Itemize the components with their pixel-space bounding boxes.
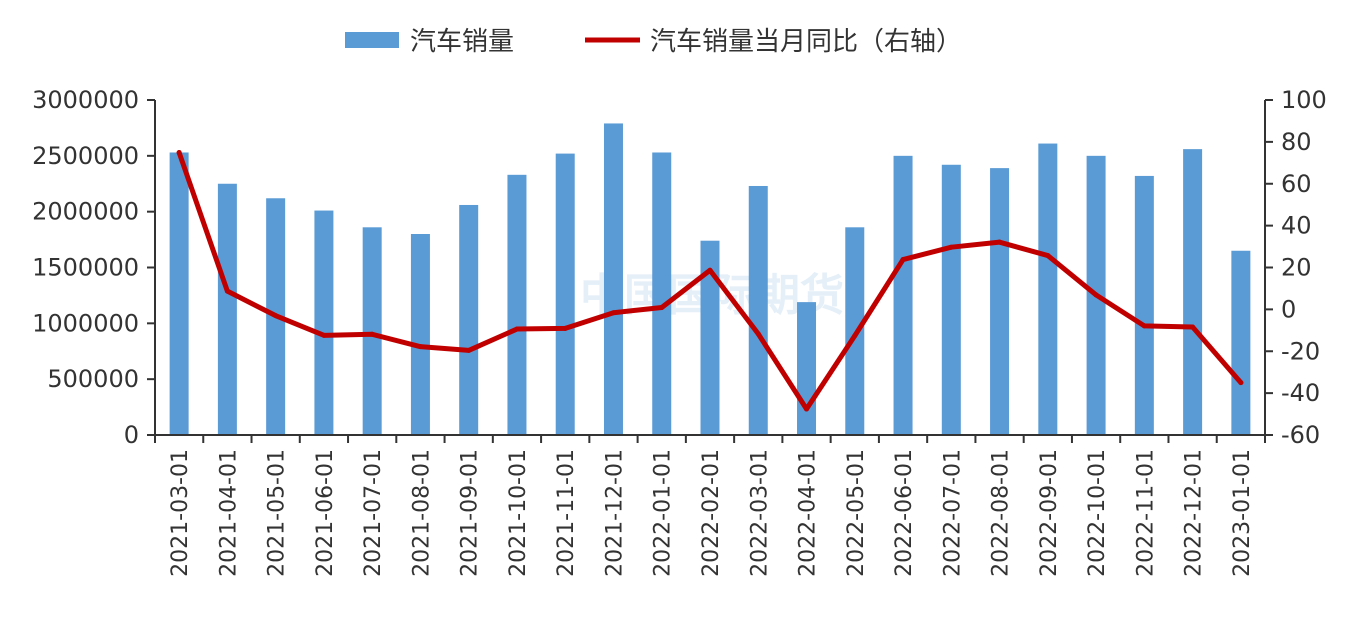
line-point-2021-12-01: [610, 310, 616, 316]
line-point-2022-07-01: [948, 244, 954, 250]
line-point-2023-01-01: [1238, 380, 1244, 386]
line-point-2021-09-01: [466, 347, 472, 353]
line-point-2022-04-01: [804, 406, 810, 412]
legend-swatch-bar: [345, 32, 399, 48]
line-point-2021-10-01: [514, 326, 520, 332]
y-right-tick-label: 80: [1281, 128, 1312, 156]
y-left-tick-label: 3000000: [32, 86, 139, 114]
y-right-tick-label: 40: [1281, 212, 1312, 240]
x-tick-label: 2022-03-01: [747, 449, 772, 577]
y-right-tick-label: 60: [1281, 170, 1312, 198]
bar-2021-08-01: [410, 234, 430, 435]
y-right-tick-label: -40: [1281, 379, 1320, 407]
legend: 汽车销量 汽车销量当月同比（右轴）: [345, 27, 962, 57]
line-point-2022-11-01: [1141, 323, 1147, 329]
bar-2021-03-01: [169, 152, 189, 435]
legend-label-line: 汽车销量当月同比（右轴）: [650, 27, 962, 57]
bar-2022-09-01: [1038, 143, 1058, 436]
x-tick-label: 2023-01-01: [1230, 449, 1255, 577]
bar-2021-04-01: [217, 183, 237, 435]
x-tick-label: 2022-08-01: [989, 449, 1014, 577]
line-point-2022-12-01: [1190, 324, 1196, 330]
x-tick-label: 2022-12-01: [1182, 449, 1207, 577]
line-point-2022-01-01: [659, 304, 665, 310]
x-tick-label: 2021-08-01: [409, 449, 434, 577]
x-tick-label: 2021-07-01: [361, 449, 386, 577]
y-left-tick-label: 2500000: [32, 142, 139, 170]
bar-2022-01-01: [652, 152, 672, 435]
bar-2022-02-01: [700, 240, 720, 435]
y-left-tick-label: 2000000: [32, 198, 139, 226]
x-tick-label: 2021-12-01: [602, 449, 627, 577]
line-point-2021-08-01: [417, 344, 423, 350]
line-series: [176, 150, 1244, 412]
y-right-tick-labels: -60 -40 -20 0 20 40 60 80 100: [1281, 86, 1327, 449]
x-tick-label: 2022-01-01: [651, 449, 676, 577]
bar-2022-06-01: [893, 155, 913, 436]
x-tick-label: 2021-04-01: [216, 449, 241, 577]
x-tick-label: 2022-07-01: [940, 449, 965, 577]
y-left-tick-label: 500000: [47, 365, 139, 393]
line-point-2021-03-01: [176, 150, 182, 156]
y-left-tick-labels: 0 500000 1000000 1500000 2000000 2500000 30000…: [32, 86, 139, 449]
line-point-2021-07-01: [369, 331, 375, 337]
bar-2022-08-01: [990, 168, 1010, 435]
bar-2021-06-01: [314, 210, 334, 435]
line-point-2022-10-01: [1093, 292, 1099, 298]
x-tick-label: 2022-05-01: [844, 449, 869, 577]
bar-2021-12-01: [603, 123, 623, 435]
x-tick-label: 2021-11-01: [554, 449, 579, 577]
line-point-2021-05-01: [273, 313, 279, 319]
x-tick-label: 2021-03-01: [168, 449, 193, 577]
bar-2023-01-01: [1231, 250, 1251, 435]
y-left-tick-label: 1500000: [32, 254, 139, 282]
y-right-tick-label: 20: [1281, 254, 1312, 282]
line-point-2022-06-01: [900, 257, 906, 263]
line-point-2022-05-01: [852, 333, 858, 339]
bar-series: [169, 123, 1251, 436]
x-tick-label: 2022-06-01: [892, 449, 917, 577]
bar-2021-07-01: [362, 227, 382, 435]
line-point-2022-03-01: [755, 331, 761, 337]
bar-2022-03-01: [748, 185, 768, 435]
bar-2021-11-01: [555, 153, 575, 435]
bar-2022-11-01: [1134, 175, 1154, 435]
y-right-tick-label: 100: [1281, 86, 1327, 114]
x-tick-label: 2022-11-01: [1133, 449, 1158, 577]
x-tick-label: 2021-05-01: [265, 449, 290, 577]
x-tick-label: 2021-06-01: [313, 449, 338, 577]
line-point-2021-06-01: [321, 332, 327, 338]
y-left-tick-label: 0: [124, 421, 139, 449]
axes: [147, 99, 1273, 443]
x-tick-label: 2022-09-01: [1037, 449, 1062, 577]
line-point-2021-04-01: [224, 288, 230, 294]
bar-2022-12-01: [1183, 149, 1203, 435]
bar-2021-09-01: [459, 204, 479, 435]
x-tick-label: 2022-04-01: [796, 449, 821, 577]
bar-2021-10-01: [507, 174, 527, 436]
bar-2022-07-01: [941, 164, 961, 435]
x-tick-label: 2021-10-01: [506, 449, 531, 577]
y-right-tick-label: -60: [1281, 421, 1320, 449]
bar-2022-04-01: [797, 302, 817, 435]
x-tick-labels: 2021-03-01 2021-04-01 2021-05-01 2021-06-01…: [168, 449, 1255, 577]
x-tick-label: 2022-02-01: [699, 449, 724, 577]
y-right-tick-label: 0: [1281, 295, 1296, 323]
line-point-2022-08-01: [997, 239, 1003, 245]
x-tick-label: 2021-09-01: [458, 449, 483, 577]
y-left-tick-label: 1000000: [32, 309, 139, 337]
line-point-2022-02-01: [707, 267, 713, 273]
line-point-2021-11-01: [562, 325, 568, 331]
x-tick-label: 2022-10-01: [1085, 449, 1110, 577]
line-point-2022-09-01: [1045, 253, 1051, 259]
y-right-tick-label: -20: [1281, 337, 1320, 365]
legend-label-bar: 汽车销量: [410, 27, 514, 57]
